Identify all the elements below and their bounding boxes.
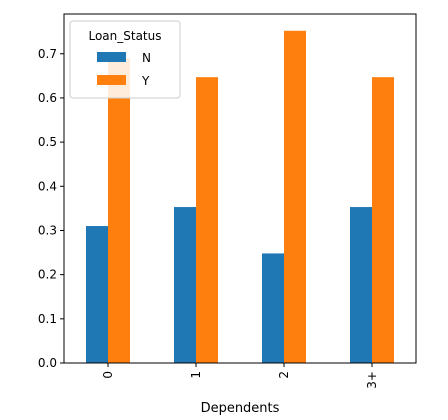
legend-swatch-n	[97, 52, 126, 62]
legend-label-y: Y	[141, 74, 150, 88]
y-tick-label: 0.5	[38, 135, 57, 149]
x-axis-label: Dependents	[201, 401, 280, 416]
y-tick-label: 0.3	[38, 223, 57, 237]
y-tick-label: 0.1	[38, 312, 57, 326]
y-axis-ticks: 0.0 0.1 0.2 0.3 0.4 0.5 0.6 0.7	[38, 47, 64, 370]
y-tick-label: 0.7	[38, 47, 57, 61]
y-tick-label: 0.6	[38, 91, 57, 105]
bar-n-2	[262, 253, 284, 363]
x-tick-label: 1	[189, 371, 203, 379]
bar-n-1	[174, 207, 196, 363]
x-tick-label: 0	[101, 371, 115, 379]
bar-y-1	[196, 77, 218, 364]
bar-y-2	[284, 30, 306, 363]
bar-y-3plus	[372, 77, 394, 364]
legend-label-n: N	[142, 51, 151, 65]
x-tick-label: 2	[277, 371, 291, 379]
bar-n-3plus	[350, 207, 372, 363]
legend: Loan_Status N Y	[69, 20, 181, 99]
plot-area-frame	[63, 13, 417, 364]
bars-group	[86, 30, 394, 364]
x-tick-label: 3+	[365, 371, 379, 389]
x-axis-ticks: 0 1 2 3+	[101, 363, 379, 389]
bar-y-0	[108, 58, 130, 364]
bar-n-0	[86, 226, 108, 363]
y-tick-label: 0.0	[38, 356, 57, 370]
legend-title: Loan_Status	[88, 29, 161, 43]
y-tick-label: 0.4	[38, 179, 57, 193]
y-tick-label: 0.2	[38, 268, 57, 282]
legend-swatch-y	[97, 75, 126, 85]
